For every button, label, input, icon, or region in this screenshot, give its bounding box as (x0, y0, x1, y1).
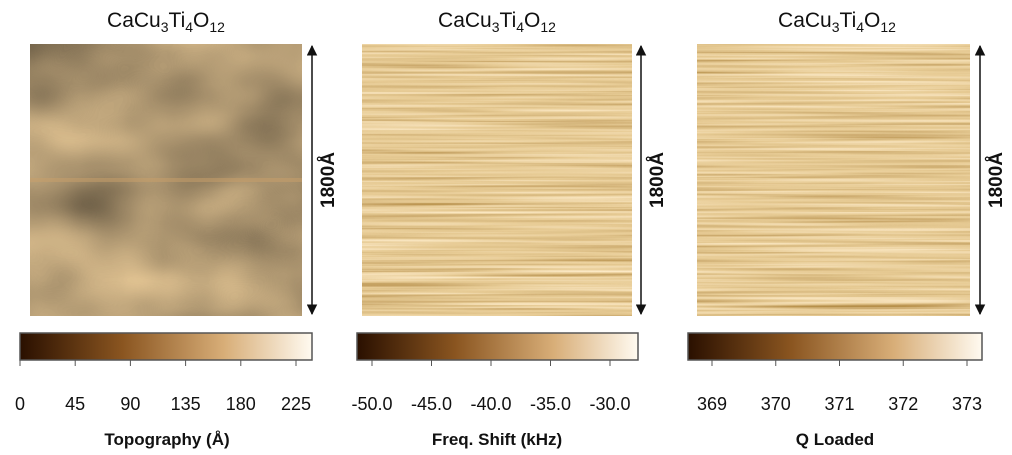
scale-label: 1800Å (647, 152, 668, 208)
subscript: 3 (492, 19, 500, 35)
colorbar-tick-label: 371 (824, 394, 854, 414)
subscript: 3 (161, 19, 169, 35)
colorbar (356, 332, 639, 361)
colorbar-tick-label: -35.0 (530, 394, 571, 414)
title-part: CaCu (778, 9, 832, 32)
panel-title: CaCu3Ti4O12 (778, 9, 896, 35)
subscript: 4 (516, 19, 524, 35)
title-part: Ti (840, 9, 857, 32)
colorbar-tick-label: -30.0 (589, 394, 630, 414)
colorbar (687, 332, 983, 361)
panel-title: CaCu3Ti4O12 (107, 9, 225, 35)
colorbar-tick-label: -45.0 (411, 394, 452, 414)
colorbar-tick-label: 369 (697, 394, 727, 414)
subscript: 4 (856, 19, 864, 35)
colorbar-label: Freq. Shift (kHz) (432, 430, 562, 449)
title-part: CaCu (107, 9, 161, 32)
colorbar-tick-label: 180 (226, 394, 256, 414)
colorbar-tick-label: 225 (281, 394, 311, 414)
subscript: 3 (832, 19, 840, 35)
scale-label: 1800Å (986, 152, 1007, 208)
title-part: O (193, 9, 209, 32)
panel-title: CaCu3Ti4O12 (438, 9, 556, 35)
image (362, 44, 632, 316)
colorbar (19, 332, 313, 361)
title-part: CaCu (438, 9, 492, 32)
colorbar-tick-label: 372 (888, 394, 918, 414)
colorbar-label: Q Loaded (796, 430, 874, 449)
colorbar-tick-label: -50.0 (351, 394, 392, 414)
colorbar-tick-label: 45 (65, 394, 85, 414)
subscript: 12 (880, 19, 896, 35)
title-part: O (864, 9, 880, 32)
title-part: O (524, 9, 540, 32)
colorbar-tick-label: 370 (761, 394, 791, 414)
scale-label: 1800Å (318, 152, 339, 208)
subscript: 12 (540, 19, 556, 35)
title-part: Ti (169, 9, 186, 32)
colorbar-tick-label: 135 (171, 394, 201, 414)
image (697, 44, 970, 316)
colorbar-tick-label: 90 (120, 394, 140, 414)
title-part: Ti (500, 9, 517, 32)
subscript: 4 (185, 19, 193, 35)
image-band (30, 178, 302, 182)
colorbar-tick-label: 373 (952, 394, 982, 414)
subscript: 12 (209, 19, 225, 35)
colorbar-tick-label: -40.0 (470, 394, 511, 414)
colorbar-label: Topography (Å) (104, 430, 229, 449)
colorbar-tick-label: 0 (15, 394, 25, 414)
